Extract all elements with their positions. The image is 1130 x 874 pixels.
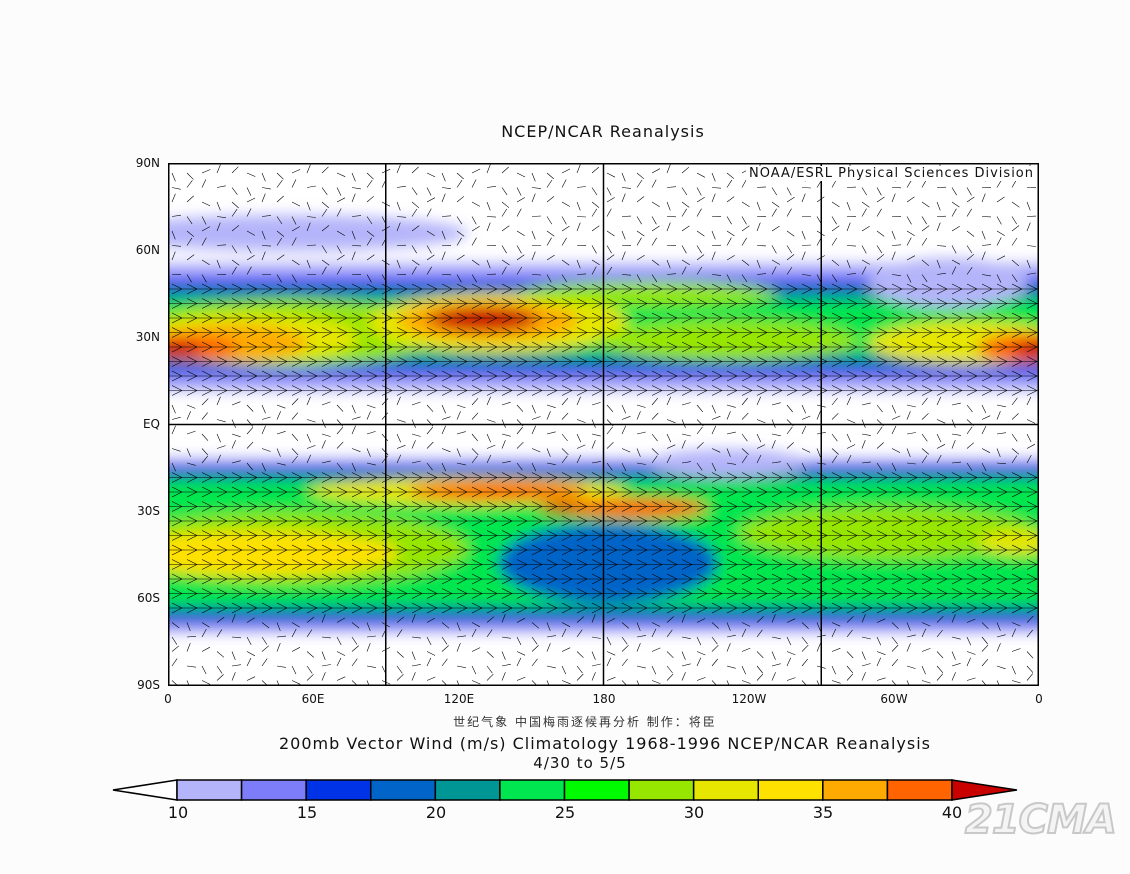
colorbar-label-20: 20 [425, 803, 447, 822]
chart-subtitle: 200mb Vector Wind (m/s) Climatology 1968… [279, 734, 931, 753]
x-tick-0: 0 [164, 692, 172, 706]
wind-speed-map [168, 163, 1039, 686]
colorbar-label-25: 25 [554, 803, 576, 822]
map-plot-area [168, 163, 1039, 686]
x-tick-60w: 60W [880, 692, 908, 706]
watermark-logo: 21CMA [964, 796, 1118, 844]
y-tick-eq: EQ [142, 417, 160, 431]
colorbar-label-35: 35 [812, 803, 834, 822]
credit-label: NOAA/ESRL Physical Sciences Division [746, 166, 1037, 181]
y-tick-30s: 30S [137, 504, 160, 518]
y-tick-90n: 90N [135, 156, 160, 170]
chart-title: NCEP/NCAR Reanalysis [501, 122, 705, 141]
x-tick-120e: 120E [443, 692, 475, 706]
colorbar-label-30: 30 [683, 803, 705, 822]
y-tick-60n: 60N [135, 243, 160, 257]
colorbar-label-40: 40 [941, 803, 963, 822]
date-range: 4/30 to 5/5 [533, 754, 627, 772]
colorbar-label-10: 10 [167, 803, 189, 822]
x-tick-0-end: 0 [1035, 692, 1043, 706]
y-tick-90s: 90S [137, 678, 160, 692]
grid-lines [168, 163, 1039, 686]
x-tick-180: 180 [592, 692, 616, 706]
colorbar-label-15: 15 [296, 803, 318, 822]
x-tick-120w: 120W [731, 692, 767, 706]
chinese-caption: 世纪气象 中国梅雨逐候再分析 制作：将臣 [453, 715, 717, 729]
y-tick-30n: 30N [135, 330, 160, 344]
plot-frame [168, 163, 1039, 686]
y-tick-60s: 60S [137, 591, 160, 605]
x-tick-60e: 60E [301, 692, 325, 706]
colorbar [110, 776, 1022, 808]
